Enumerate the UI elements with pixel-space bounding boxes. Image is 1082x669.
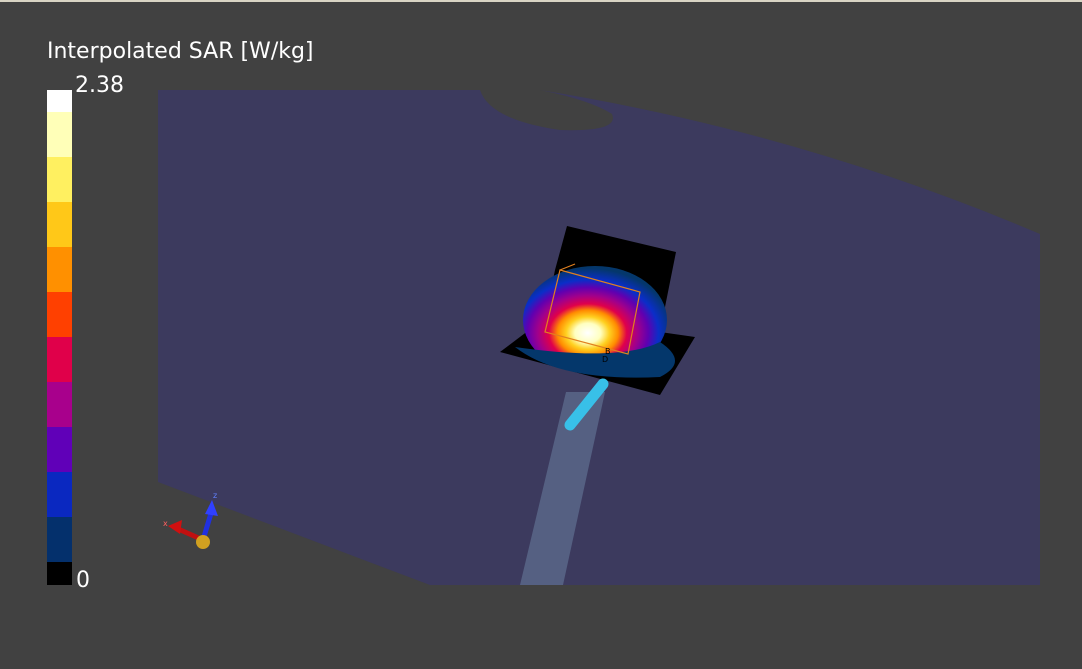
colorbar-band: [47, 112, 72, 158]
cube-edge: [559, 263, 576, 271]
marker-label: B: [605, 347, 611, 356]
sar-distribution: [523, 266, 667, 374]
colorbar-band: [47, 292, 72, 338]
colorbar-band: [47, 202, 72, 248]
triad-origin: [196, 535, 210, 549]
colorbar-band: [47, 517, 72, 563]
axis-label: x: [163, 519, 168, 528]
colorbar-band: [47, 472, 72, 518]
marker-label: D: [602, 355, 608, 364]
z-axis-arrow: [200, 509, 215, 541]
colorbar-band: [47, 247, 72, 293]
averaging-cube: [544, 269, 641, 355]
legend-min: 0: [76, 568, 90, 593]
probe-beam: [520, 392, 605, 585]
colorbar-band: [47, 382, 72, 428]
colorbar-band: [47, 427, 72, 473]
legend-max: 2.38: [75, 73, 124, 98]
colorbar: [47, 90, 72, 585]
colorbar-band: [47, 562, 72, 585]
sar-skirt: [515, 342, 675, 378]
axis-label: z: [213, 491, 217, 500]
x-axis-head: [168, 520, 182, 534]
z-axis-head: [205, 500, 218, 516]
probe: [564, 378, 609, 431]
colorbar-band: [47, 337, 72, 383]
colorbar-band: [47, 157, 72, 203]
colorbar-band: [47, 90, 72, 113]
legend-title: Interpolated SAR [W/kg]: [47, 39, 314, 64]
